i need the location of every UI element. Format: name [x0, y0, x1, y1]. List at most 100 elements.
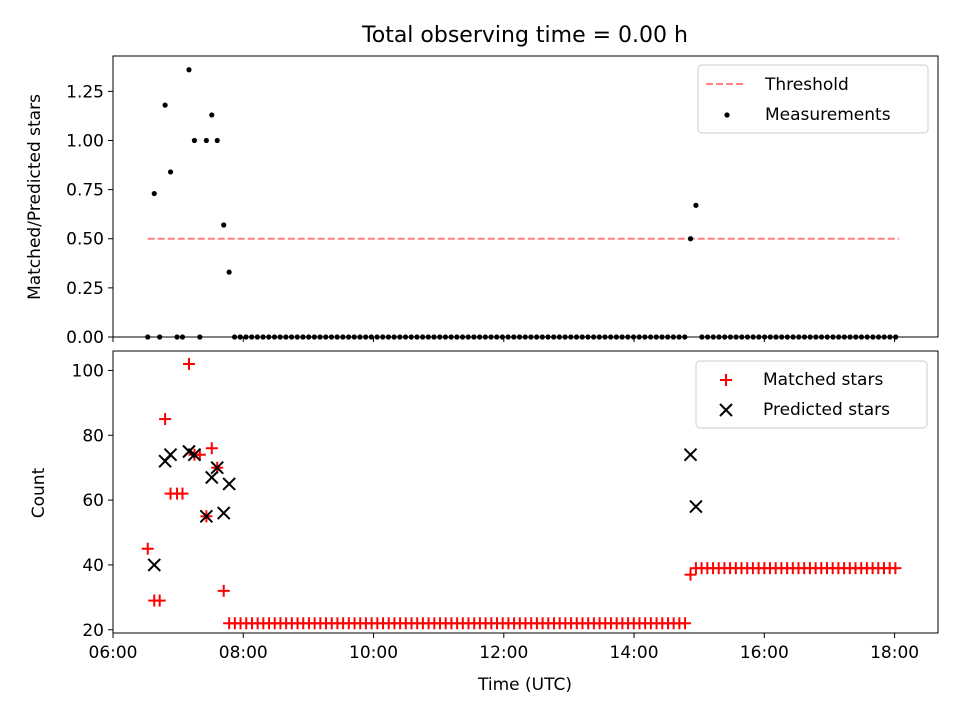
measurement-point [391, 334, 397, 340]
measurement-point [676, 334, 682, 340]
predicted-star-marker [222, 477, 236, 491]
measurement-point [271, 334, 278, 340]
measurement-point [420, 334, 426, 340]
matched-star-marker [205, 442, 218, 455]
measurement-point [277, 334, 283, 340]
measurement-point [830, 334, 836, 340]
measurement-point [591, 334, 597, 340]
measurement-point [385, 334, 392, 340]
measurement-point [739, 334, 745, 340]
ratio-y-ticks: 0.00 0.25 0.50 0.75 1.00 1.25 [66, 82, 113, 348]
ratio-legend-box [697, 64, 929, 134]
count-y-ticks: 20 40 60 80 100 [72, 361, 113, 641]
measurement-point [556, 334, 563, 340]
matched-star-marker [684, 568, 697, 581]
measurement-point [311, 334, 317, 340]
matched-star-marker [217, 584, 230, 597]
predicted-star-marker [147, 558, 161, 572]
predicted-star-marker [217, 506, 231, 520]
measurement-point [465, 334, 471, 340]
measurement-point [231, 334, 238, 340]
measurement-point [551, 334, 557, 340]
measurement-point [288, 334, 295, 340]
measurement-point [494, 334, 500, 340]
ratio-panel: Total observing time = 0.00 h Matched/Pr… [25, 23, 939, 348]
measurement-point [357, 334, 363, 340]
measurement-point [380, 334, 386, 340]
count-panel: Count Time (UTC) 06:00 08:00 10:00 12:00 14:… [29, 350, 939, 695]
matched-star-marker [679, 617, 692, 630]
measurement-point [454, 334, 460, 340]
measurement-point [442, 334, 449, 340]
matched-star-marker [159, 413, 172, 426]
measurement-point [784, 334, 790, 340]
measurement-point [870, 334, 876, 340]
measurement-point [437, 334, 443, 340]
y-tick-label: 40 [82, 556, 104, 576]
measurement-point [642, 334, 648, 340]
measurement-point [162, 102, 168, 108]
ratio-y-axis-label: Matched/Predicted stars [25, 94, 45, 300]
measurement-point [167, 169, 174, 175]
measurement-point [145, 334, 151, 340]
measurement-point [323, 334, 329, 340]
predicted-star-marker [163, 448, 178, 462]
measurement-point [414, 334, 420, 340]
measurement-point [704, 334, 711, 340]
x-tick-label: 06:00 [89, 643, 138, 663]
y-tick-label: 100 [72, 361, 104, 381]
measurement-point [283, 334, 289, 340]
measurement-point [824, 334, 830, 340]
x-tick-label: 16:00 [740, 643, 789, 663]
measurement-point [448, 334, 454, 340]
x-tick-label: 12:00 [479, 643, 528, 663]
legend-threshold-label: Threshold [764, 75, 849, 95]
x-tick-label: 10:00 [349, 643, 398, 663]
measurement-point [545, 334, 551, 340]
measurement-point [608, 334, 614, 340]
measurement-point [306, 334, 312, 340]
count-x-ticks: 06:00 08:00 10:00 12:00 14:00 16:00 18:00 [89, 633, 919, 663]
measurement-point [893, 334, 899, 340]
measurement-point [477, 334, 483, 340]
predicted-star-marker [210, 460, 224, 475]
measurement-point [767, 334, 773, 340]
legend-matched-label: Matched stars [763, 370, 883, 390]
measurement-point [699, 334, 705, 340]
measurement-point [790, 334, 796, 340]
predicted-star-marker [689, 499, 703, 514]
y-tick-label: 80 [82, 426, 104, 446]
measurement-point [562, 334, 568, 340]
measurement-point [733, 334, 739, 340]
x-axis-label: Time (UTC) [477, 675, 572, 695]
measurement-point [887, 334, 893, 340]
x-tick-label: 18:00 [870, 643, 919, 663]
measurement-point [841, 334, 847, 340]
measurement-point [636, 334, 642, 340]
measurement-point [653, 334, 659, 340]
measurement-point [613, 334, 620, 340]
measurement-point [568, 334, 574, 340]
count-legend: Matched stars Predicted stars [695, 360, 928, 429]
ratio-plot-marks [145, 67, 899, 340]
x-tick-label: 08:00 [219, 643, 268, 663]
measurement-point [516, 334, 523, 340]
measurement-point [300, 334, 306, 340]
y-tick-label: 1.25 [66, 82, 104, 102]
measurement-point [317, 334, 323, 340]
measurement-point [807, 334, 813, 340]
measurement-point [864, 334, 870, 340]
measurement-point [579, 334, 585, 340]
measurement-point [528, 334, 534, 340]
measurement-point [596, 334, 602, 340]
y-tick-label: 20 [82, 621, 104, 641]
measurement-point [260, 334, 266, 340]
matched-star-marker [182, 357, 195, 370]
measurement-point [374, 334, 380, 340]
measurement-point [266, 334, 272, 340]
measurement-point [836, 334, 842, 340]
measurement-point [687, 236, 694, 242]
measurement-point [425, 334, 431, 340]
measurement-point [858, 334, 865, 340]
y-tick-label: 0.50 [66, 230, 104, 250]
